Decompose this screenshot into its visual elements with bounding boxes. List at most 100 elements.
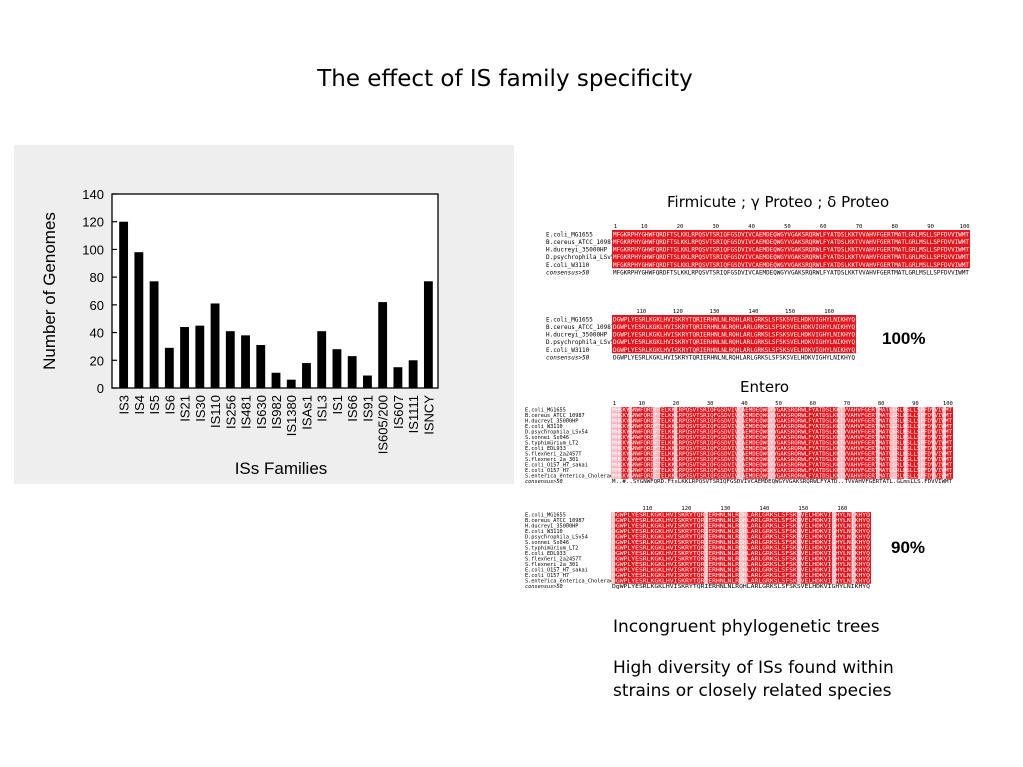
conserved-block (677, 451, 737, 457)
alignment-ruler-label: 80 (878, 401, 885, 407)
conserved-block (879, 445, 891, 452)
conserved-block (897, 440, 905, 446)
conserved-block (746, 539, 798, 546)
variable-block (768, 423, 776, 430)
conserved-block (677, 456, 737, 463)
conserved-block (621, 429, 629, 435)
variable-block (611, 412, 622, 419)
conserved-block (897, 467, 905, 474)
conserved-block (614, 578, 705, 584)
variable-block (832, 512, 837, 518)
conserved-block (746, 550, 798, 557)
conserved-block (708, 556, 740, 562)
conserved-block (775, 423, 838, 430)
variable-block (768, 467, 776, 474)
alignment-row-seq: MHKKYGNWFQRDFTELKKLRPQSVTSRIQFGSDVIVCAEM… (612, 418, 953, 424)
conserved-block (844, 462, 877, 468)
alignment-ruler-label: 120 (673, 309, 683, 315)
variable-block (904, 467, 908, 474)
conserved-block (612, 345, 856, 354)
alignment-ruler-label: 100 (960, 224, 970, 230)
alignment-row-name: S.typhimurium_LT2 (525, 440, 578, 446)
variable-block (942, 451, 947, 457)
alignment-row-name: D.psychrophila_LSv54 (525, 429, 588, 435)
variable-block (932, 434, 936, 441)
x-tick-label: IS1 (330, 395, 345, 415)
alignment-row-seq: MFGKRPHYGHWFQRDFTSLKKLRPQSVTSRIQFGSDVIVC… (613, 254, 969, 261)
variable-block (736, 456, 744, 463)
bar-is256 (225, 331, 235, 388)
variable-block (628, 429, 632, 435)
conserved-block (836, 567, 852, 573)
conserved-block (925, 456, 933, 463)
variable-block (851, 578, 856, 584)
conserved-block (907, 467, 919, 474)
variable-block (932, 407, 936, 413)
alignment-ruler-label: 150 (785, 309, 795, 315)
alignment-ruler-label: 50 (784, 224, 791, 230)
conserved-block (775, 451, 838, 457)
conserved-block (775, 418, 838, 424)
variable-block (832, 545, 837, 551)
conserved-block (907, 418, 919, 424)
variable-block (611, 523, 615, 529)
conserved-block (631, 418, 653, 424)
conserved-block (677, 429, 737, 435)
variable-block (876, 423, 880, 430)
variable-block (797, 561, 802, 568)
conserved-block (946, 467, 953, 474)
conserved-block (775, 412, 838, 419)
alignment-row-name: S.enterica_enterica_Choleraesu (525, 473, 619, 479)
alignment-row-name: E.coli_W3110 (525, 529, 563, 535)
variable-block (611, 473, 622, 479)
variable-block (851, 556, 856, 562)
variable-block (890, 451, 898, 457)
alignment-row-seq: MFGKRPHYGHWFQRDFTSLKKLRPQSVTSRIQFGSDVIVC… (613, 262, 969, 269)
variable-block (739, 567, 747, 573)
variable-block (652, 434, 660, 441)
variable-block (932, 462, 936, 468)
conserved-block (855, 528, 871, 535)
alignment-row-name: H.ducreyi_35000HP (546, 332, 608, 339)
conserved-block (746, 517, 798, 524)
x-tick-label: IS4 (132, 395, 147, 415)
conserved-block (631, 440, 653, 446)
alignment-row-seq: DGWPLYESRLKGKLHVISKRYTQRIERHNLNLRQHLARLG… (613, 347, 855, 354)
conserved-block (743, 462, 769, 468)
x-tick-label: IS21 (178, 395, 193, 422)
conserved-block (743, 434, 769, 441)
conserved-block (614, 523, 705, 529)
conserved-block (743, 423, 769, 430)
bar-is630 (256, 345, 266, 388)
x-axis-label: ISs Families (235, 459, 328, 478)
alignment-row-name: D.psychrophila_LSv54 (546, 339, 618, 346)
variable-block (704, 539, 709, 546)
conserved-block (631, 407, 653, 413)
conserved-block (897, 429, 905, 435)
conserved-block (897, 434, 905, 441)
conserved-block (801, 539, 833, 546)
variable-block (797, 550, 802, 557)
note-incongruent-trees: Incongruent phylogenetic trees (613, 617, 880, 637)
variable-block (832, 550, 837, 557)
variable-block (628, 423, 632, 430)
conserved-block (612, 337, 856, 346)
alignment-row-name: H.ducreyi_35000HP (525, 523, 578, 529)
variable-block (876, 451, 880, 457)
alignment-block-1: 1 10 20 30 40 50 60 70 80 90 100 E.coli_MG1655 MFGKR… (544, 221, 974, 279)
conserved-block (631, 412, 653, 419)
section-label-firmicute: Firmicute ; γ Proteo ; δ Proteo (667, 193, 890, 211)
variable-block (704, 523, 709, 529)
variable-block (837, 407, 845, 413)
variable-block (739, 517, 747, 524)
variable-block (797, 512, 802, 518)
alignment-row-seq: DGWPLYESRLKGKLHVISKRYTQRIERHNLNLRQHLARLG… (612, 523, 870, 529)
variable-block (904, 423, 908, 430)
x-tick-label: IS256 (223, 395, 238, 429)
conserved-block (708, 561, 740, 568)
bar-isl3 (317, 331, 327, 388)
conserved-block (659, 407, 674, 413)
conserved-block (612, 314, 856, 323)
conserved-block (907, 434, 919, 441)
section-label-entero: Entero (740, 378, 790, 396)
